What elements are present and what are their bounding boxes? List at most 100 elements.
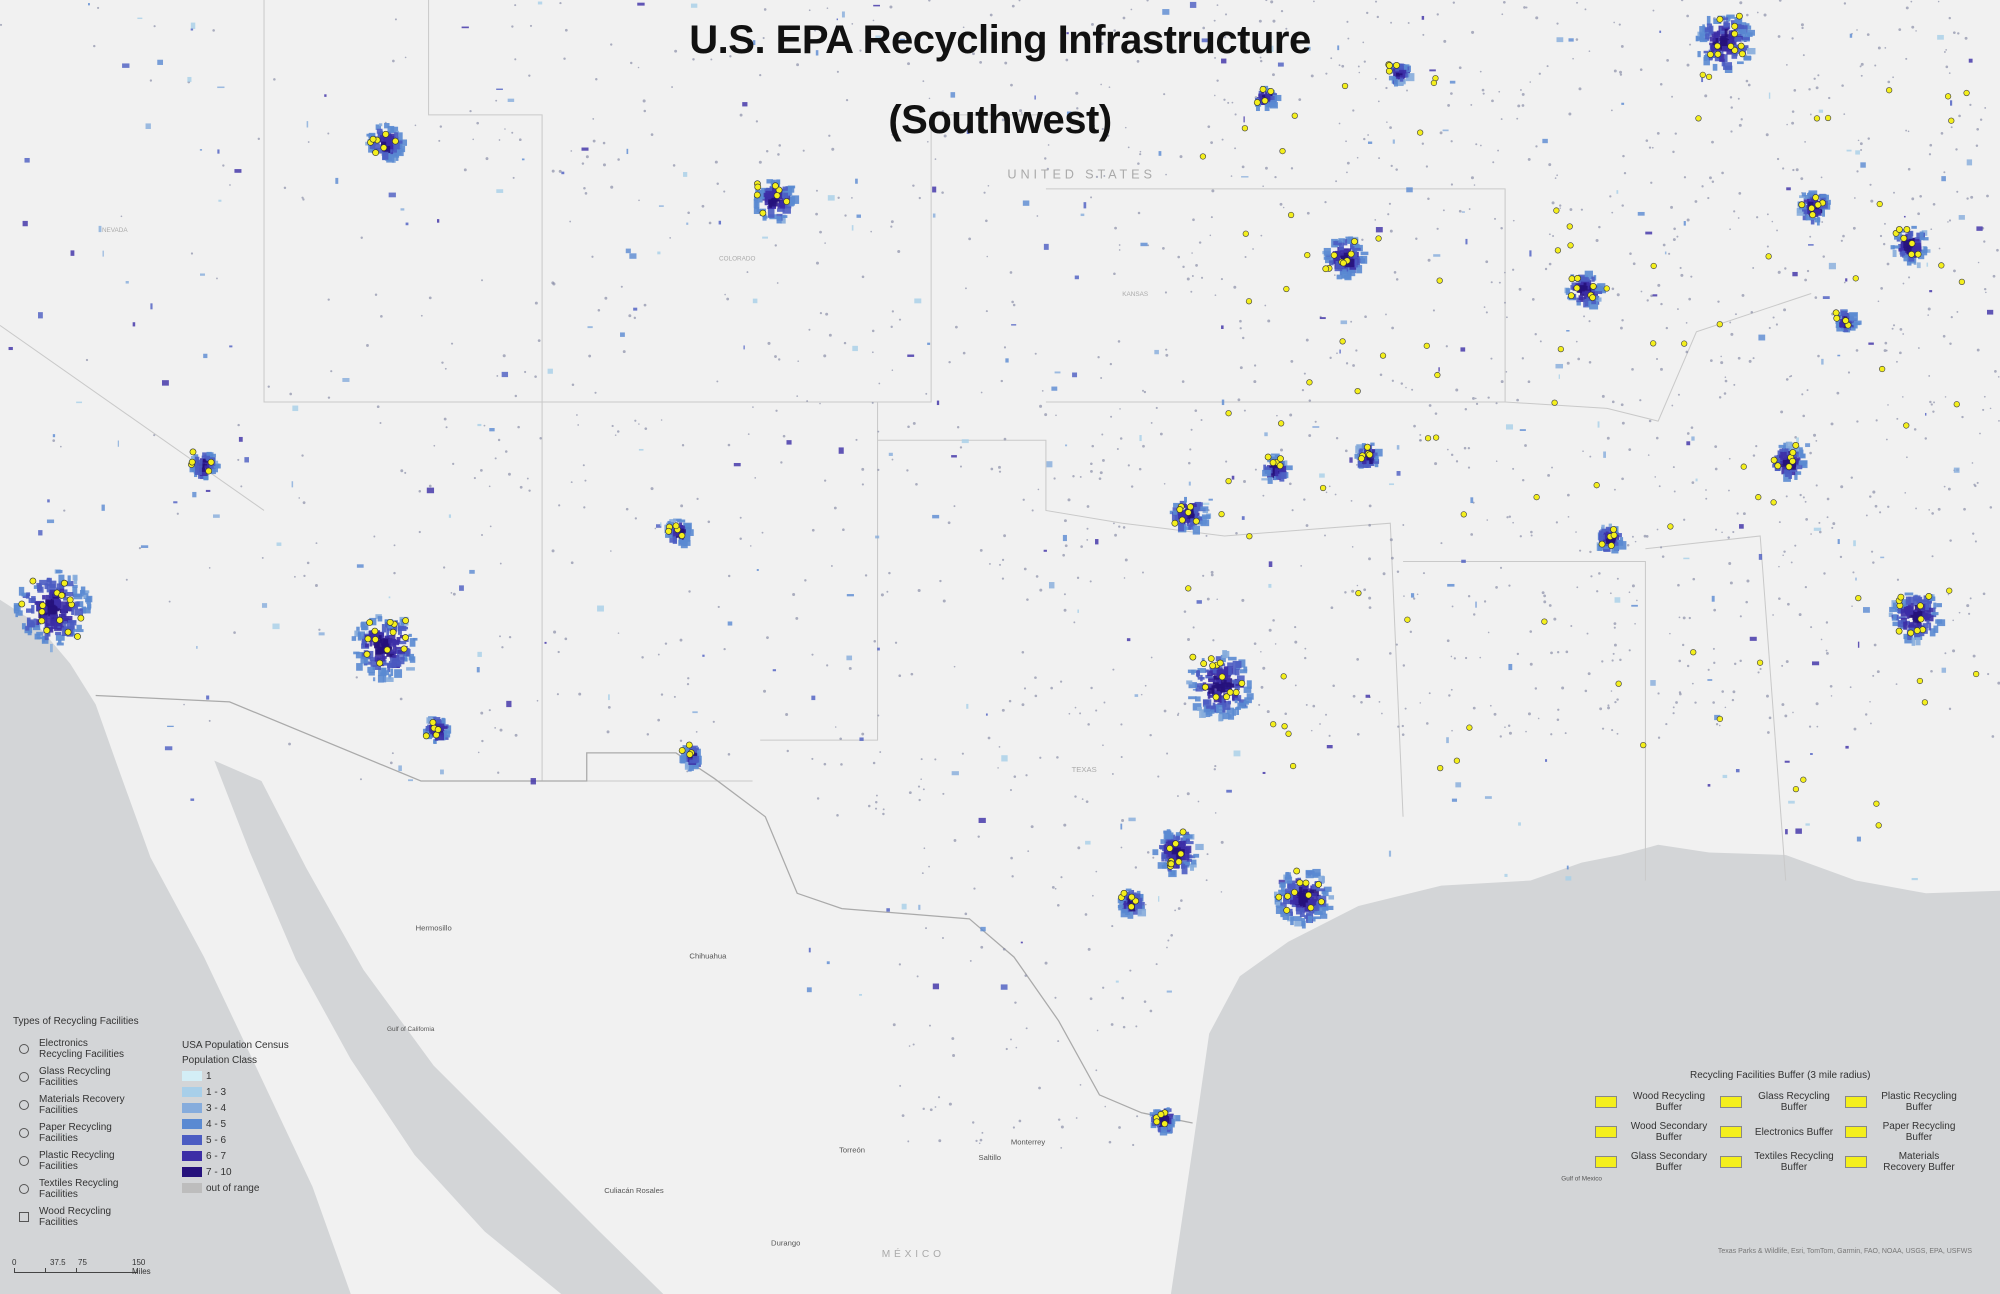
facility-buffer [1177,850,1185,858]
city-area [1968,58,1973,63]
town-dot [1200,276,1204,279]
town-dot [1139,150,1142,153]
city-area [426,487,435,494]
town-dot [1330,57,1333,60]
town-dot [1451,605,1454,608]
city-area [382,151,389,160]
city-area [932,514,940,519]
city-area [1907,256,1915,262]
city-area [1228,666,1232,676]
facility-buffer [1913,627,1921,634]
city-area [1277,62,1284,67]
legend-label: 1 [206,1070,212,1082]
town-dot [494,457,497,460]
city-area [1933,602,1937,609]
city-area [1192,688,1198,691]
town-dot [539,436,542,440]
town-dot [414,124,417,127]
facility-buffer [678,747,686,754]
town-dot [1766,694,1769,698]
city-area [205,455,211,460]
town-dot [975,1139,978,1142]
city-area [1267,476,1273,484]
town-dot [672,164,676,167]
town-dot [739,537,742,541]
city-area [936,400,940,406]
city-area [506,700,512,708]
town-dot [583,506,586,509]
town-dot [1004,35,1008,39]
town-dot [1736,512,1739,515]
facility-buffer [1386,62,1393,69]
town-dot [473,476,476,480]
city-area [477,651,482,657]
town-dot [1282,206,1285,209]
town-dot [1737,97,1740,100]
town-dot [1884,46,1887,49]
city-area [1929,596,1936,602]
facility-buffer [1824,114,1832,122]
city-area [766,187,773,193]
city-area [1232,708,1237,716]
city-area [1732,43,1736,47]
legend-label: Glass Recycling Facilities [39,1066,111,1088]
city-area [859,737,864,741]
city-area [1290,916,1294,926]
town-dot [1613,626,1616,629]
town-dot [1060,1125,1064,1129]
town-dot [1003,534,1007,538]
city-area [1054,371,1061,374]
city-area [1153,49,1161,52]
city-area [386,626,393,631]
city-area [1217,668,1223,672]
facility-buffer [1296,879,1304,887]
town-dot [512,176,515,179]
town-dot [480,711,484,715]
city-area [47,577,50,583]
town-dot [871,401,874,404]
city-area [754,198,763,203]
city-area [1758,334,1766,341]
city-area [1724,54,1728,63]
town-dot [1137,211,1141,215]
town-dot [961,752,964,755]
city-area [1701,77,1704,83]
town-dot [1746,13,1749,17]
town-dot [898,318,902,321]
city-area [1185,841,1194,845]
city-area [361,638,367,644]
town-dot [1487,631,1490,634]
town-dot [1190,428,1193,431]
town-dot [1548,604,1552,607]
facility-buffer [1756,659,1764,666]
city-area [1388,75,1396,81]
town-dot [1395,168,1398,171]
city-area [365,643,369,648]
city-area [763,215,768,219]
city-area [117,440,120,447]
city-area [477,423,482,427]
city-area [1194,513,1198,522]
place-label: COLORADO [719,255,755,262]
town-dot [617,632,620,634]
town-dot [1561,686,1565,690]
city-area [852,345,858,352]
city-area [1354,259,1358,268]
town-dot [1622,154,1625,158]
legend-item: Wood Recycling Facilities [13,1203,139,1231]
town-dot [1904,492,1907,494]
legend-swatch [182,1119,202,1129]
facility-buffer [1330,251,1338,259]
city-area [32,625,41,631]
city-area [1173,502,1182,508]
city-area [1261,478,1269,481]
town-dot [1244,256,1247,259]
town-dot [1727,536,1730,539]
facility-buffer [1903,422,1910,429]
town-dot [1709,176,1712,180]
town-dot [1611,400,1615,404]
town-dot [843,341,847,345]
facility-buffer [1157,1111,1165,1118]
city-area [1178,523,1185,532]
city-area [33,618,37,628]
